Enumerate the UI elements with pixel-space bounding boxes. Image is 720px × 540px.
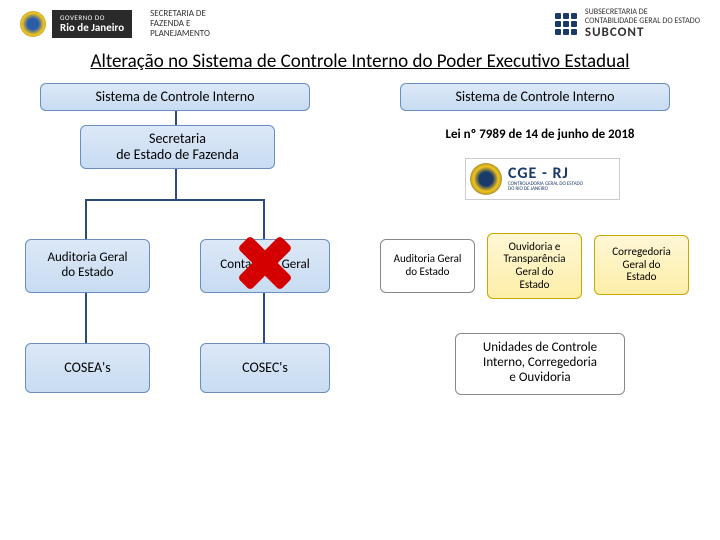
law-text: Lei nº 7989 de 14 de junho de 2018: [400, 127, 680, 142]
secretaria-box: Secretaria de Estado de Fazenda: [80, 125, 275, 169]
cge-logo: CGE - RJ CONTROLADORIA GERAL DO ESTADO D…: [465, 158, 620, 200]
auditoria-right-label: Auditoria Geral do Estado: [394, 253, 462, 278]
line-aud-cosea: [85, 293, 87, 343]
cge-big: CGE - RJ: [508, 166, 583, 182]
cge-sub: CONTROLADORIA GERAL DO ESTADO DO RIO DE …: [508, 182, 583, 192]
subcont-grid-icon: [555, 13, 577, 35]
line-lh-sec: [175, 111, 177, 125]
cosec-box: COSEC's: [200, 343, 330, 393]
ouvidoria-box: Ouvidoria e Transparência Geral do Estad…: [487, 233, 582, 299]
line-sec-h: [85, 199, 265, 201]
left-header-box: Sistema de Controle Interno: [40, 83, 310, 111]
line-sec-down: [175, 169, 177, 199]
cross-icon: [235, 233, 295, 293]
sefaz-text: SECRETARIA DE FAZENDA E PLANEJAMENTO: [150, 9, 210, 39]
cosea-box: COSEA's: [25, 343, 150, 393]
subcont-logo: SUBSECRETARIA DE CONTABILIDADE GERAL DO …: [555, 8, 700, 40]
cosec-label: COSEC's: [242, 360, 288, 376]
page-title: Alteração no Sistema de Controle Interno…: [0, 44, 720, 83]
secretaria-label: Secretaria de Estado de Fazenda: [116, 131, 239, 163]
subcont-big: SUBCONT: [585, 26, 700, 40]
line-cont-cosec: [263, 293, 265, 343]
corregedoria-box: Corregedoria Geral do Estado: [594, 235, 689, 295]
auditoria-right-box: Auditoria Geral do Estado: [380, 239, 475, 293]
unidades-box: Unidades de Controle Interno, Corregedor…: [455, 333, 625, 395]
rj-crest-icon: [20, 11, 46, 37]
right-header-box: Sistema de Controle Interno: [400, 83, 670, 111]
header-bar: GOVERNO DO Rio de Janeiro SECRETARIA DE …: [0, 0, 720, 44]
cge-crest-icon: [470, 163, 502, 195]
subcont-text: SUBSECRETARIA DE CONTABILIDADE GERAL DO …: [585, 8, 700, 40]
sefaz-line3: PLANEJAMENTO: [150, 29, 210, 39]
line-to-aud: [85, 199, 87, 239]
cosea-label: COSEA's: [64, 360, 110, 376]
ouvidoria-label: Ouvidoria e Transparência Geral do Estad…: [503, 241, 565, 292]
auditoria-left-label: Auditoria Geral do Estado: [47, 251, 127, 281]
law-label: Lei nº 7989 de 14 de junho de 2018: [445, 127, 634, 142]
left-header-label: Sistema de Controle Interno: [95, 89, 254, 105]
rj-text-block: GOVERNO DO Rio de Janeiro: [52, 10, 132, 38]
cge-text: CGE - RJ CONTROLADORIA GERAL DO ESTADO D…: [508, 166, 583, 192]
unidades-label: Unidades de Controle Interno, Corregedor…: [483, 341, 597, 386]
corregedoria-label: Corregedoria Geral do Estado: [612, 246, 670, 284]
auditoria-left-box: Auditoria Geral do Estado: [25, 239, 150, 293]
rj-logo: GOVERNO DO Rio de Janeiro: [20, 10, 132, 38]
rio-label: Rio de Janeiro: [60, 22, 124, 34]
right-header-label: Sistema de Controle Interno: [455, 89, 614, 105]
